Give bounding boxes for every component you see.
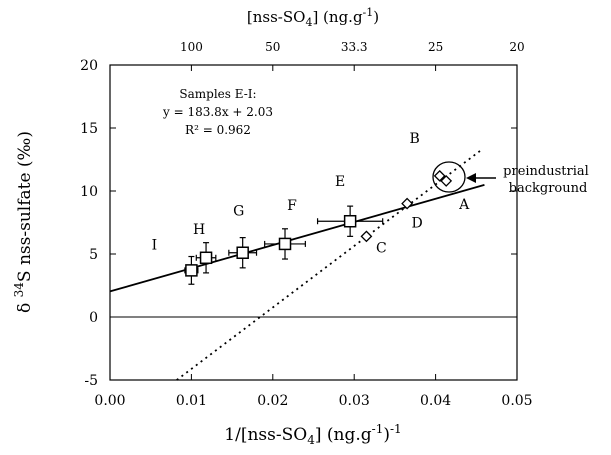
regression-line [109, 184, 485, 293]
x-tick-label: 0.04 [420, 393, 451, 409]
callout-line-1: preindustrial [503, 164, 589, 179]
x-tick-label: 0.02 [257, 393, 288, 409]
x-tick-label: 0.03 [339, 393, 370, 409]
annotation-line-3: R² = 0.962 [185, 123, 251, 137]
square-marker [185, 264, 198, 277]
y-tick-label: 0 [89, 310, 98, 326]
top-axis-label: [nss-SO4] (ng.g-1) [247, 6, 379, 29]
square-marker [278, 237, 292, 251]
annotation-line-2: y = 183.8x + 2.03 [162, 105, 273, 119]
top-tick-label: 50 [265, 40, 280, 54]
x-tick-label: 0.00 [94, 393, 125, 409]
annotation-line-1: Samples E-I: [179, 87, 256, 101]
y-tick-label: 15 [80, 121, 98, 137]
lines-layer [109, 149, 517, 381]
point-label: A [458, 197, 470, 213]
point-label: B [410, 131, 420, 147]
point-label: G [233, 204, 244, 220]
top-tick-label: 20 [509, 40, 524, 54]
point-label: H [193, 222, 205, 238]
diamond-marker [360, 230, 373, 243]
plot-area [109, 64, 518, 381]
point-label: D [411, 216, 422, 232]
top-tick-label: 100 [180, 40, 203, 54]
preindustrial-callout: preindustrial background [432, 161, 589, 196]
top-tick-label: 25 [428, 40, 443, 54]
point-label: F [287, 198, 297, 214]
x-tick-label: 0.05 [501, 393, 532, 409]
labels-layer: I H G F E C D B A [152, 131, 470, 256]
regression-annotation: Samples E-I: y = 183.8x + 2.03 R² = 0.96… [162, 87, 273, 137]
diamond-marker [440, 175, 453, 187]
top-tick-label: 33.3 [341, 40, 368, 54]
y-tick-label: 10 [80, 184, 98, 200]
square-marker [199, 251, 213, 265]
callout-arrow-head [466, 173, 476, 183]
x-tick-label: 0.01 [176, 393, 207, 409]
diamond-marker [401, 197, 414, 210]
y-tick-label: 5 [89, 247, 98, 263]
callout-line-2: background [509, 181, 588, 196]
diamond-marker [433, 169, 446, 182]
x-axis-label: 1/[nss-SO4] (ng.g-1)-1 [224, 422, 401, 447]
point-label: C [376, 240, 387, 256]
point-label: I [152, 237, 158, 253]
square-marker [343, 214, 357, 228]
y-tick-label: -5 [84, 373, 98, 389]
ticks-layer: 0.00 0.01 0.02 0.03 0.04 0.05 100 50 33.3 25 20 -5 0… [80, 40, 532, 409]
points-layer [184, 169, 453, 285]
point-label: E [335, 174, 345, 190]
y-tick-label: 20 [80, 58, 98, 74]
callout-circle [432, 161, 466, 193]
y-axis-label: δ 34S nss-sulfate (‰) [12, 131, 35, 313]
square-marker [236, 246, 249, 259]
